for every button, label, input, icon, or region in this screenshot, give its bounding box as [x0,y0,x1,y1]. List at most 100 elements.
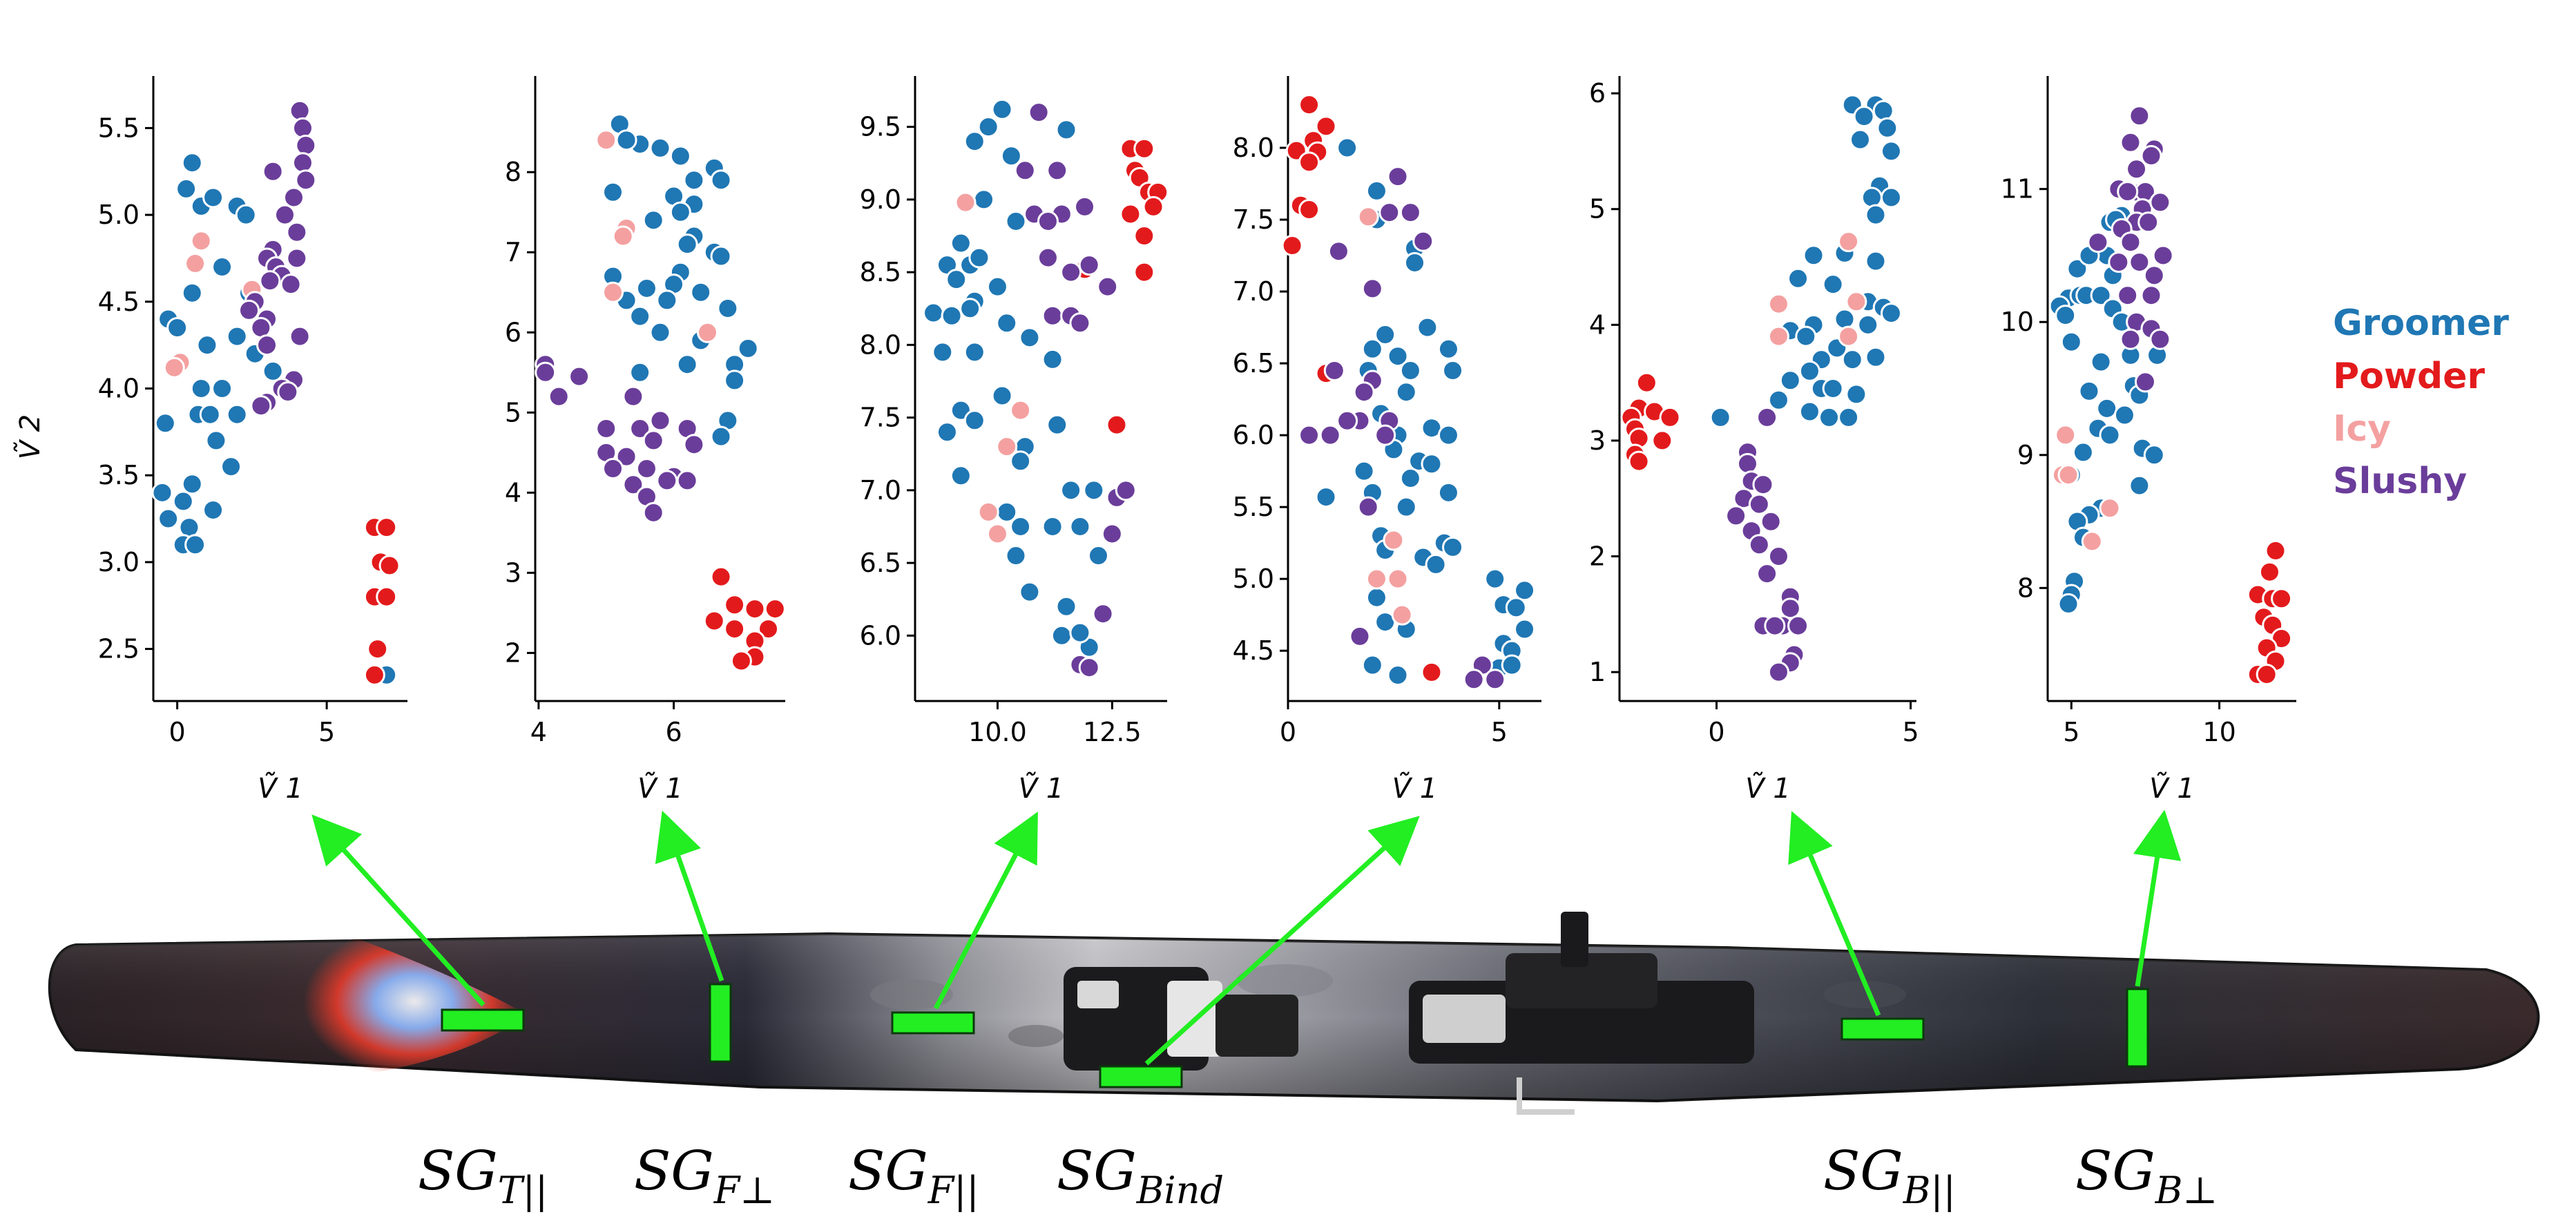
data-point-groomer [977,116,999,138]
data-point-groomer [262,360,284,382]
data-point-powder [1142,195,1164,218]
data-point-powder [376,586,398,608]
data-point-slushy [1101,523,1123,545]
y-tick-label: 8.0 [860,329,901,360]
sensor-label-3: SGF|| [848,1140,979,1212]
data-point-groomer [220,456,242,478]
data-point-icy [986,523,1008,545]
data-point-groomer [1845,383,1867,405]
data-point-slushy [1767,661,1789,683]
data-point-slushy [1374,424,1396,446]
data-point-powder [758,618,780,640]
data-point-groomer [1010,515,1032,537]
data-point-groomer [181,152,203,174]
y-tick-label: 8.5 [860,257,901,287]
data-point-slushy [1041,305,1064,327]
data-point-slushy [1323,359,1345,381]
data-point-groomer [2055,305,2077,327]
data-point-powder [724,618,746,640]
data-point-groomer [1437,481,1459,503]
data-point-groomer [196,334,218,356]
data-point-slushy [1298,424,1320,446]
y-tick-label: 8 [505,157,521,187]
data-point-slushy [1756,563,1778,585]
data-point-groomer [1055,119,1077,141]
data-point-powder [764,598,786,620]
data-point-groomer [1315,486,1337,508]
series-slushy [1014,102,1137,679]
data-point-groomer [1876,117,1899,139]
data-point-groomer [1709,406,1731,428]
data-point-slushy [2149,191,2171,213]
y-tick-label: 5.5 [98,113,140,143]
y-tick-label: 6.0 [1233,420,1274,450]
data-point-powder [1281,234,1303,256]
data-point-groomer [991,98,1013,120]
data-point-groomer [190,378,212,399]
data-point-groomer [154,412,176,434]
data-point-groomer [1046,414,1068,436]
y-tick-label: 10 [2001,307,2034,337]
data-point-groomer [1399,359,1421,381]
strain-gauge-6 [2126,988,2149,1068]
data-point-groomer [950,232,972,254]
data-point-groomer [1822,378,1844,399]
data-point-groomer [1822,274,1844,296]
data-point-slushy [259,270,281,292]
data-point-slushy [2108,251,2130,274]
data-point-slushy [615,445,637,468]
y-tick-label: 8.0 [1233,133,1274,163]
data-point-powder [710,566,732,588]
data-point-icy [1838,325,1860,347]
data-point-icy [1010,399,1032,421]
data-point-slushy [1327,240,1349,262]
data-point-slushy [1014,160,1036,182]
sensor-label-subscript: Bind [1136,1169,1224,1212]
arrow-4 [1144,816,1420,1066]
data-point-slushy [238,299,260,321]
data-point-slushy [289,99,311,122]
data-point-groomer [602,181,624,203]
sensor-label-subscript: B|| [1903,1169,1956,1212]
sensor-label-1: SGT|| [418,1140,548,1212]
y-tick-label: 5 [1589,194,1606,224]
data-point-groomer [676,354,698,376]
data-point-groomer [211,378,233,399]
data-point-icy [1767,325,1789,347]
data-point-groomer [1425,553,1447,575]
data-point-groomer [2066,258,2088,280]
x-tick-label: 5 [318,717,335,747]
data-point-groomer [968,247,990,269]
data-point-groomer [205,430,227,452]
data-point-slushy [622,474,644,496]
data-point-slushy [1078,657,1100,679]
data-point-groomer [1019,581,1041,603]
data-point-groomer [202,186,224,209]
data-point-groomer [649,137,671,159]
series-groomer [1709,94,1902,428]
data-point-slushy [2128,105,2151,127]
y-tick-label: 6 [505,317,521,347]
data-point-groomer [629,305,651,327]
data-point-groomer [1019,327,1041,349]
data-point-groomer [710,425,732,448]
data-point-slushy [629,418,651,440]
y-tick-label: 9 [2017,440,2034,470]
moon-crater [1823,981,1906,1008]
x-tick-label: 0 [169,717,186,747]
data-point-slushy [595,418,617,440]
y-tick-label: 7.5 [860,403,901,433]
scatter-panel-5: 1 2 3 4 5 6 0 5 Ṽ 1 [1589,76,1919,805]
moon-crater [1008,1025,1064,1047]
y-tick-label: 4 [505,477,521,508]
sensor-label-subscript: F|| [927,1169,979,1212]
data-point-powder [376,517,398,539]
data-point-slushy [1349,625,1371,647]
data-point-groomer [175,178,198,200]
data-point-powder [1421,661,1443,683]
y-tick-label: 9.5 [860,112,901,142]
series-powder [363,517,401,686]
data-point-groomer [683,169,705,191]
data-point-slushy [1097,276,1119,298]
data-point-groomer [1050,624,1073,646]
